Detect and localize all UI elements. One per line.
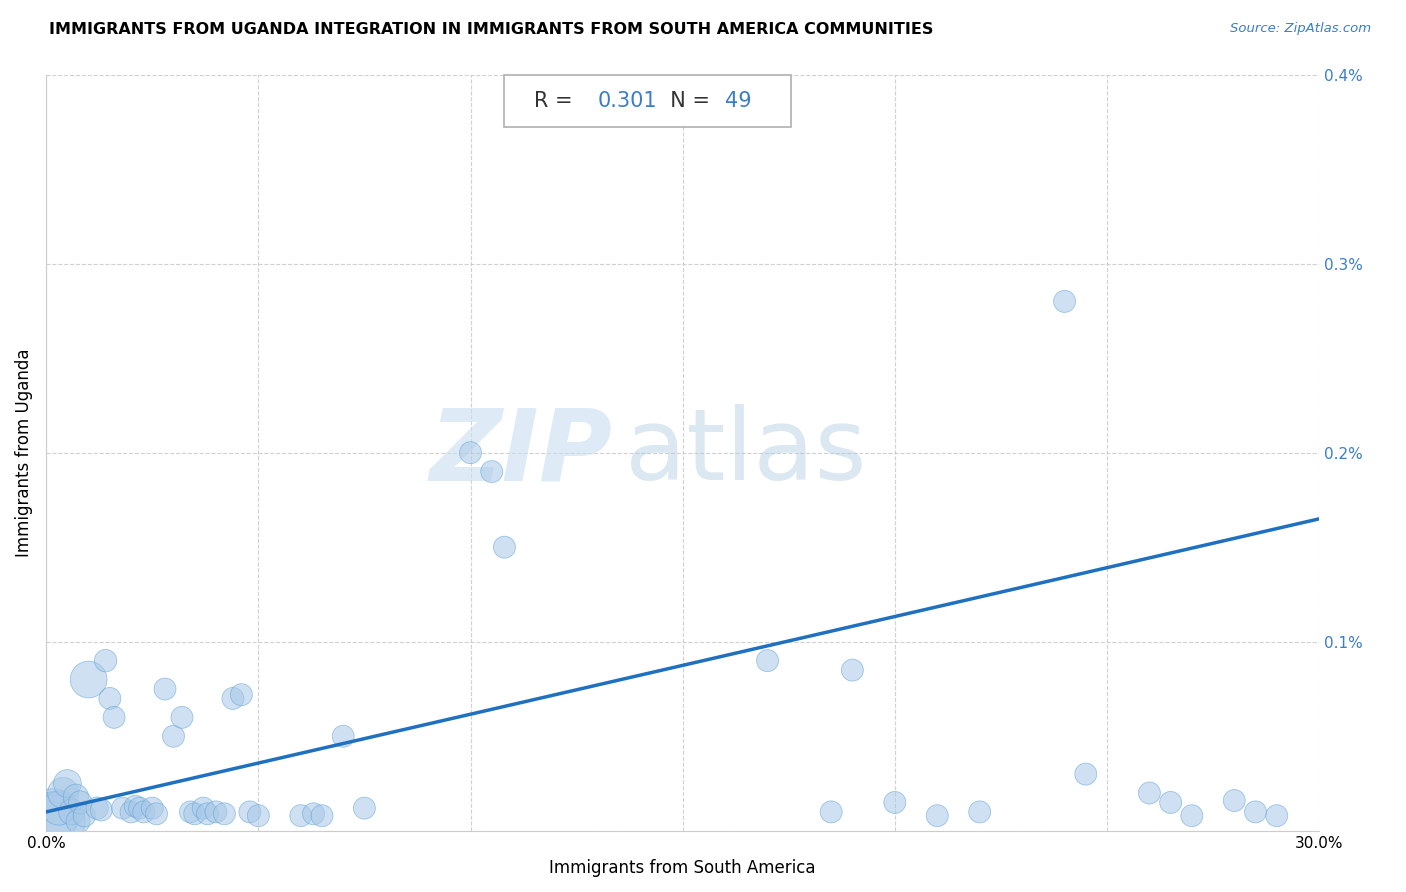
Point [69, 796, 91, 810]
Point [205, 805, 228, 819]
Point [302, 806, 325, 821]
Point [94, 654, 117, 668]
Point [672, 105, 695, 120]
Point [1074, 767, 1097, 781]
Point [193, 801, 215, 815]
Point [1265, 808, 1288, 822]
Point [494, 540, 516, 554]
Point [481, 465, 503, 479]
Point [162, 729, 184, 743]
Point [52, 786, 75, 800]
Text: atlas: atlas [626, 404, 868, 501]
Point [86, 801, 108, 815]
Point [311, 808, 333, 822]
Text: N =: N = [657, 91, 717, 111]
Point [290, 808, 312, 822]
Point [98, 691, 121, 706]
Point [44, 808, 66, 822]
Point [460, 445, 482, 459]
Point [111, 801, 134, 815]
Point [927, 808, 949, 822]
Point [820, 805, 842, 819]
Point [247, 808, 270, 822]
Point [883, 796, 905, 810]
Point [124, 799, 146, 814]
Point [48, 801, 70, 815]
Point [73, 808, 96, 822]
Point [145, 806, 167, 821]
Point [1223, 793, 1246, 807]
Point [197, 806, 219, 821]
Point [353, 801, 375, 815]
Point [1181, 808, 1204, 822]
Point [170, 710, 193, 724]
Point [756, 654, 779, 668]
Point [132, 805, 155, 819]
Point [332, 729, 354, 743]
FancyBboxPatch shape [505, 75, 790, 128]
Point [66, 814, 89, 829]
Point [128, 801, 150, 815]
Point [141, 801, 163, 815]
Point [153, 681, 176, 696]
Point [41, 814, 63, 829]
Point [1139, 786, 1161, 800]
Point [179, 805, 201, 819]
Point [90, 803, 112, 817]
Point [222, 691, 245, 706]
Point [969, 805, 991, 819]
Point [841, 663, 863, 677]
Point [231, 688, 253, 702]
Text: ZIP: ZIP [430, 404, 613, 501]
Point [65, 789, 87, 804]
Y-axis label: Immigrants from Uganda: Immigrants from Uganda [15, 349, 32, 557]
Text: 0.301: 0.301 [598, 91, 657, 111]
Text: IMMIGRANTS FROM UGANDA INTEGRATION IN IMMIGRANTS FROM SOUTH AMERICA COMMUNITIES: IMMIGRANTS FROM UGANDA INTEGRATION IN IM… [49, 22, 934, 37]
Point [239, 805, 262, 819]
Text: R =: R = [534, 91, 579, 111]
Point [1244, 805, 1267, 819]
Text: 49: 49 [724, 91, 751, 111]
Text: Source: ZipAtlas.com: Source: ZipAtlas.com [1230, 22, 1371, 36]
Point [120, 805, 142, 819]
Point [77, 673, 100, 687]
Point [1053, 294, 1076, 309]
Point [103, 710, 125, 724]
X-axis label: Immigrants from South America: Immigrants from South America [550, 859, 815, 877]
Point [60, 805, 83, 819]
Point [56, 776, 79, 790]
Point [183, 806, 205, 821]
Point [1160, 796, 1182, 810]
Point [214, 806, 236, 821]
